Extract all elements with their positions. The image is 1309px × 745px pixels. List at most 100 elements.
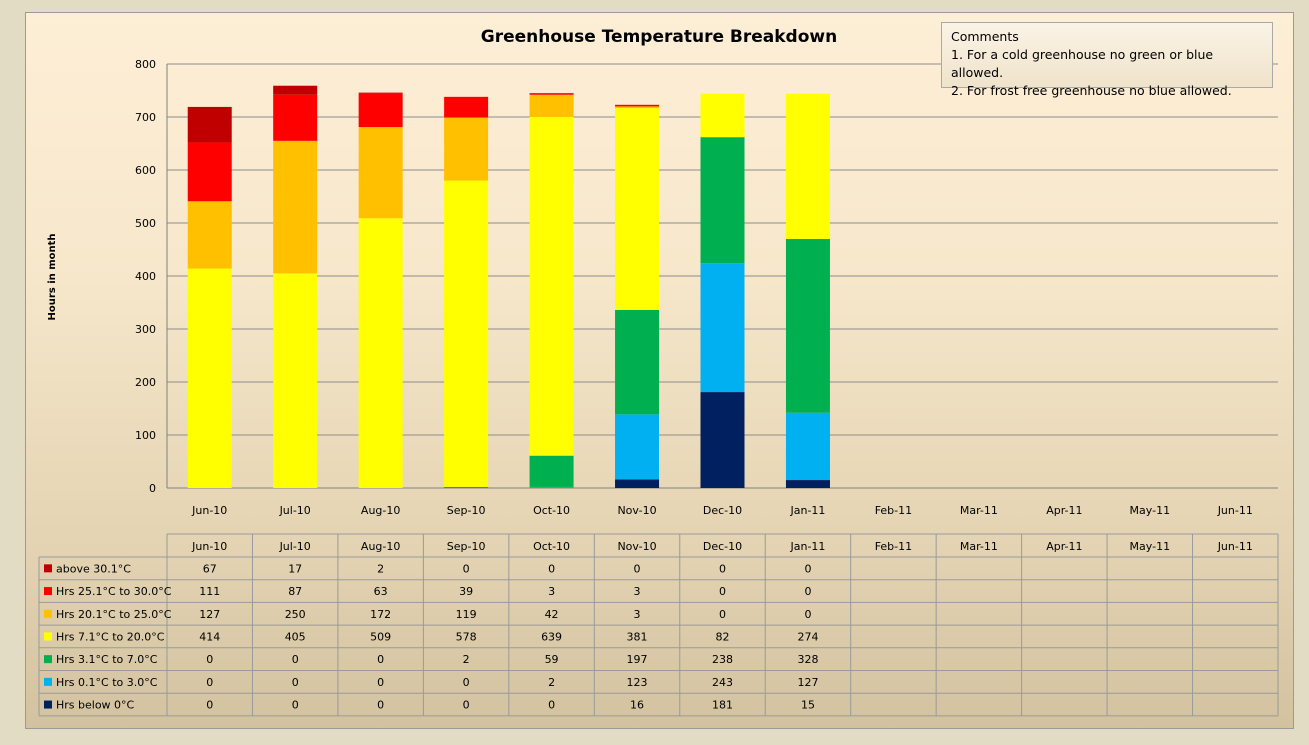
bar-segment (187, 201, 232, 269)
bar-segment (273, 140, 318, 274)
table-cell: 578 (456, 630, 477, 643)
chart-title: Greenhouse Temperature Breakdown (481, 27, 837, 47)
legend-label: Hrs 3.1°C to 7.0°C (56, 653, 158, 666)
bar-segment (358, 92, 403, 94)
table-cell: 0 (719, 608, 726, 621)
table-cell: 123 (627, 676, 648, 689)
table-cell: 2 (548, 676, 555, 689)
bar-segment (444, 96, 489, 118)
legend-label: Hrs 20.1°C to 25.0°C (56, 608, 172, 621)
x-tick-label: Jul-10 (279, 504, 311, 517)
chart-area (25, 12, 1294, 729)
bar-segment (187, 106, 232, 143)
table-cell: 405 (285, 630, 306, 643)
table-cell: 63 (374, 585, 388, 598)
bar-segment (273, 85, 318, 95)
x-tick-label: Mar-11 (960, 504, 998, 517)
comments-title: Comments (951, 29, 1019, 44)
legend-key (44, 609, 52, 618)
legend-key (44, 587, 52, 596)
x-tick-label: Jun-11 (1217, 504, 1253, 517)
x-tick-label: Dec-10 (703, 504, 742, 517)
bar-segment (529, 117, 574, 456)
table-cell: 0 (292, 676, 299, 689)
table-header-cell: Jun-11 (1217, 540, 1253, 553)
table-cell: 119 (456, 608, 477, 621)
table-cell: 82 (716, 630, 730, 643)
bar-segment (358, 93, 403, 128)
y-tick-label: 300 (135, 323, 156, 336)
bar-segment (273, 273, 318, 488)
table-cell: 414 (199, 630, 220, 643)
plot-area: 0 100 200 300 400 500 600 700 800 Jun-10 Jul-10 Aug… (135, 58, 1278, 517)
comments-box: Comments 1. For a cold greenhouse no gre… (941, 22, 1273, 98)
legend-key (44, 632, 52, 641)
x-tick-label: Aug-10 (361, 504, 400, 517)
table-cell: 59 (545, 653, 559, 666)
data-table: Jun-10 Jul-10 Aug-10 Sep-10 Oct-10 Nov-10 Dec-… (38, 533, 1279, 717)
table-cell: 0 (463, 699, 470, 712)
table-cell: 0 (292, 699, 299, 712)
bar-segment (785, 480, 830, 488)
table-header-cell: Aug-10 (361, 540, 400, 553)
x-tick-label: Oct-10 (533, 504, 570, 517)
bar-segment (444, 117, 489, 181)
table-cell: 15 (801, 699, 815, 712)
bar-segment (700, 392, 745, 488)
comment-line-1: 1. For a cold greenhouse no green or blu… (951, 47, 1214, 80)
table-cell: 127 (797, 676, 818, 689)
y-tick-label: 100 (135, 429, 156, 442)
table-cell: 0 (719, 585, 726, 598)
y-axis-label: Hours in month (47, 233, 58, 320)
bar-segment (529, 93, 574, 95)
table-cell: 0 (206, 653, 213, 666)
bar-segment (187, 268, 232, 488)
table-header-cell: Dec-10 (703, 540, 742, 553)
bar-segment (358, 127, 403, 219)
x-tick-label: Jun-10 (191, 504, 227, 517)
x-tick-label: Feb-11 (875, 504, 912, 517)
bar-segment (444, 486, 489, 488)
table-cell: 111 (199, 585, 220, 598)
table-cell: 243 (712, 676, 733, 689)
table-cell: 0 (463, 676, 470, 689)
table-cell: 0 (548, 562, 555, 575)
y-tick-label: 600 (135, 164, 156, 177)
table-cell: 39 (459, 585, 473, 598)
x-tick-label: Nov-10 (617, 504, 656, 517)
bar-segment (273, 94, 318, 141)
table-cell: 328 (797, 653, 818, 666)
bar-segment (615, 106, 660, 108)
legend-label: Hrs below 0°C (56, 699, 135, 712)
table-cell: 181 (712, 699, 733, 712)
table-cell: 16 (630, 699, 644, 712)
legend-key (44, 677, 52, 686)
legend-label: Hrs 25.1°C to 30.0°C (56, 585, 172, 598)
bar-segment (785, 93, 830, 239)
table-header-cell: Jun-10 (191, 540, 227, 553)
table-cell: 0 (463, 562, 470, 575)
table-cell: 509 (370, 630, 391, 643)
table-cell: 0 (377, 699, 384, 712)
bar-segment (700, 93, 745, 138)
y-tick-label: 0 (149, 482, 156, 495)
y-tick-label: 200 (135, 376, 156, 389)
bar-segment (615, 107, 660, 310)
bar-segment (529, 455, 574, 487)
table-cell: 0 (548, 699, 555, 712)
table-cell: 0 (634, 562, 641, 575)
y-tick-label: 800 (135, 58, 156, 71)
table-cell: 0 (719, 562, 726, 575)
x-tick-label: Jan-11 (789, 504, 825, 517)
legend-key (44, 700, 52, 709)
y-tick-label: 400 (135, 270, 156, 283)
bar-segment (785, 238, 830, 413)
table-header-cell: Oct-10 (533, 540, 570, 553)
table-cell: 17 (288, 562, 302, 575)
bar-segment (615, 104, 660, 107)
table-cell: 172 (370, 608, 391, 621)
table-cell: 42 (545, 608, 559, 621)
legend-label: Hrs 0.1°C to 3.0°C (56, 676, 158, 689)
table-cell: 0 (804, 608, 811, 621)
